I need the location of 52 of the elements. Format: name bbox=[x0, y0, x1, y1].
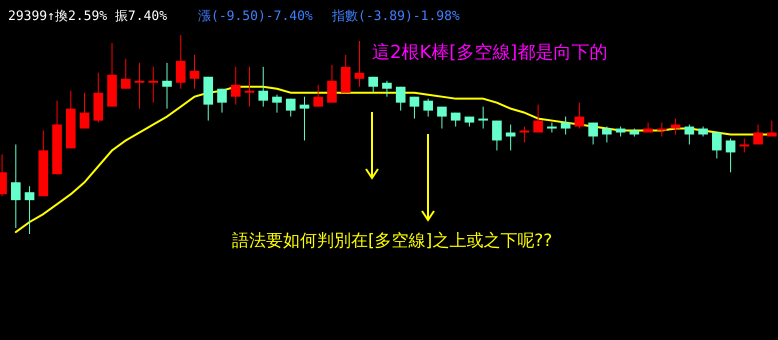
candlestick bbox=[464, 116, 474, 128]
candlestick bbox=[230, 66, 241, 106]
candlestick bbox=[767, 120, 777, 137]
candlestick bbox=[286, 98, 296, 118]
candlestick bbox=[313, 84, 324, 108]
candlestick bbox=[560, 116, 570, 135]
candlestick bbox=[423, 98, 433, 118]
candlestick bbox=[80, 92, 90, 130]
text: 指數(-3.89)-1.98% bbox=[332, 9, 460, 24]
candlestick bbox=[492, 120, 502, 151]
candlestick bbox=[327, 64, 337, 104]
candlestick bbox=[588, 122, 598, 145]
candlestick bbox=[368, 76, 378, 94]
candlestick bbox=[712, 132, 722, 159]
candlestick bbox=[670, 118, 680, 135]
candlestick bbox=[657, 122, 667, 137]
candlestick bbox=[24, 186, 34, 234]
annotation: 這2根K棒[多空線]都是向下的 bbox=[372, 42, 608, 63]
annotation: 語法要如何判別在[多空線]之上或之下呢?? bbox=[232, 231, 552, 251]
candlestick bbox=[520, 126, 530, 143]
candlestick bbox=[354, 40, 364, 88]
candlestick bbox=[120, 58, 131, 90]
candlestick bbox=[616, 126, 626, 137]
candlestick bbox=[134, 62, 144, 110]
candlestick bbox=[684, 124, 694, 145]
candlestick bbox=[396, 86, 406, 112]
candlestick bbox=[272, 94, 282, 114]
candlestick bbox=[190, 54, 200, 90]
candlestick bbox=[437, 106, 447, 130]
candlestick bbox=[602, 126, 612, 143]
candlestick bbox=[450, 112, 460, 128]
candlestick bbox=[740, 138, 750, 153]
candlestick bbox=[547, 122, 557, 134]
candlestick bbox=[410, 96, 420, 120]
candlestick bbox=[533, 104, 543, 134]
candlestick bbox=[753, 124, 763, 145]
text: 29399↑換2.59% 振7.40% bbox=[8, 9, 168, 24]
candlestick bbox=[300, 96, 310, 141]
candlestick bbox=[506, 124, 516, 151]
candlestick bbox=[382, 80, 392, 98]
candlestick bbox=[244, 66, 254, 108]
candlestick bbox=[10, 144, 21, 229]
candlestick bbox=[148, 66, 158, 104]
candlestick bbox=[258, 66, 268, 108]
candlestick bbox=[574, 102, 584, 130]
candlestick bbox=[176, 34, 186, 90]
candlestick bbox=[478, 106, 488, 130]
text: 漲(-9.50)-7.40% bbox=[198, 9, 313, 24]
candlestick bbox=[162, 62, 172, 110]
candlestick bbox=[217, 88, 227, 114]
candlestick bbox=[698, 126, 708, 137]
candlestick bbox=[726, 138, 736, 173]
